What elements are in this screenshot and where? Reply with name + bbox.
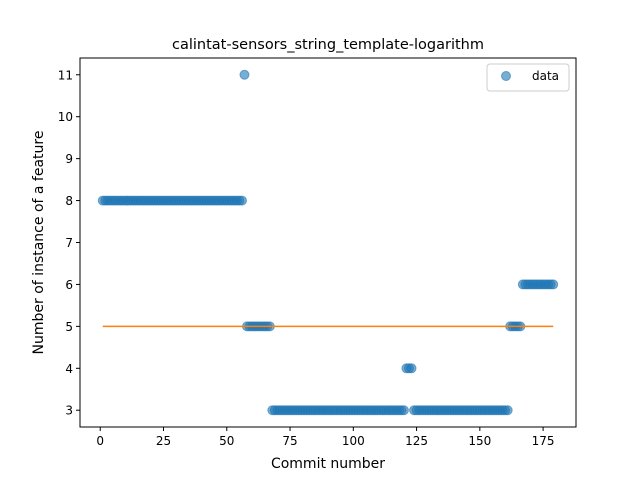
- x-tick-label: 50: [219, 434, 234, 448]
- x-tick-label: 125: [405, 434, 428, 448]
- y-tick-label: 7: [65, 236, 73, 250]
- y-tick-label: 3: [65, 404, 73, 418]
- x-tick-label: 25: [156, 434, 171, 448]
- data-point: [406, 363, 417, 374]
- chart-title: calintat-sensors_string_template-logarit…: [172, 37, 484, 53]
- plot-frame: [79, 57, 577, 428]
- data-point: [398, 405, 409, 416]
- data-point: [239, 69, 250, 80]
- x-tick-label: 150: [468, 434, 491, 448]
- points-layer: [97, 69, 559, 416]
- legend: data: [486, 63, 570, 92]
- y-tick-label: 6: [65, 278, 73, 292]
- x-tick-label: 175: [532, 434, 555, 448]
- plot-area: [79, 57, 577, 428]
- data-point: [236, 195, 247, 206]
- y-tick-label: 5: [65, 320, 73, 334]
- y-tick-label: 4: [65, 362, 73, 376]
- y-tick-label: 8: [65, 194, 73, 208]
- data-point: [502, 405, 513, 416]
- legend-label-data: data: [532, 69, 559, 83]
- data-point: [548, 279, 559, 290]
- x-tick-label: 75: [282, 434, 297, 448]
- legend-box: [486, 63, 570, 92]
- y-tick-label: 10: [58, 110, 73, 124]
- y-tick-label: 9: [65, 152, 73, 166]
- legend-marker: [501, 71, 511, 81]
- y-axis: 3 4 5 6 7 8 9 10 11: [58, 68, 80, 418]
- y-axis-label: Number of instance of a feature: [31, 131, 47, 355]
- x-axis-label: Commit number: [271, 456, 385, 472]
- x-tick-label: 100: [342, 434, 365, 448]
- y-tick-label: 11: [58, 68, 73, 82]
- x-tick-label: 0: [96, 434, 104, 448]
- x-axis: 0 25 50 75 100 125 150 175: [96, 427, 555, 448]
